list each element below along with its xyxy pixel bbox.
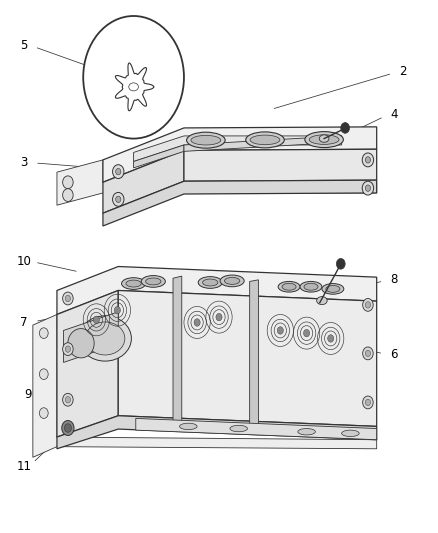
Ellipse shape [121, 278, 145, 289]
Circle shape [83, 16, 184, 139]
Circle shape [365, 399, 371, 406]
Ellipse shape [322, 284, 344, 294]
Text: 9: 9 [25, 388, 32, 401]
Ellipse shape [278, 281, 300, 292]
Ellipse shape [300, 281, 322, 292]
Text: 5: 5 [21, 39, 28, 52]
Polygon shape [136, 418, 377, 440]
Circle shape [362, 181, 374, 195]
Circle shape [93, 316, 99, 324]
Ellipse shape [298, 429, 315, 435]
Circle shape [363, 396, 373, 409]
Ellipse shape [305, 132, 343, 148]
Circle shape [114, 306, 120, 314]
Ellipse shape [202, 279, 218, 286]
Ellipse shape [79, 316, 131, 361]
Ellipse shape [126, 280, 141, 287]
Ellipse shape [145, 278, 161, 285]
Circle shape [65, 346, 71, 352]
Ellipse shape [319, 135, 329, 142]
Ellipse shape [220, 275, 244, 287]
Ellipse shape [85, 322, 125, 355]
Circle shape [365, 157, 371, 163]
Text: 2: 2 [399, 66, 407, 78]
Polygon shape [118, 290, 377, 426]
Polygon shape [250, 280, 258, 431]
Circle shape [64, 424, 71, 432]
Polygon shape [103, 150, 184, 213]
Circle shape [63, 189, 73, 201]
Circle shape [336, 259, 345, 269]
Circle shape [39, 408, 48, 418]
Circle shape [113, 165, 124, 179]
Circle shape [277, 327, 283, 334]
Ellipse shape [246, 132, 284, 148]
Circle shape [304, 329, 310, 337]
Text: 3: 3 [21, 156, 28, 169]
Ellipse shape [282, 284, 296, 290]
Circle shape [362, 153, 374, 167]
Ellipse shape [180, 423, 197, 430]
Ellipse shape [191, 135, 221, 145]
Polygon shape [184, 136, 342, 151]
Circle shape [216, 313, 222, 321]
Ellipse shape [225, 278, 240, 285]
Circle shape [116, 196, 121, 203]
Ellipse shape [317, 296, 327, 305]
Polygon shape [103, 180, 377, 226]
Ellipse shape [68, 328, 94, 358]
Polygon shape [134, 136, 342, 161]
Polygon shape [33, 314, 377, 457]
Circle shape [63, 343, 73, 356]
Text: 4: 4 [390, 108, 398, 121]
Circle shape [365, 185, 371, 191]
Circle shape [363, 298, 373, 311]
Circle shape [65, 295, 71, 302]
Circle shape [39, 328, 48, 338]
Ellipse shape [198, 277, 222, 288]
Circle shape [363, 347, 373, 360]
Polygon shape [173, 276, 182, 431]
Polygon shape [64, 312, 118, 362]
Ellipse shape [187, 132, 225, 148]
Circle shape [63, 393, 73, 406]
Circle shape [63, 292, 73, 305]
Polygon shape [184, 149, 377, 181]
Circle shape [328, 335, 334, 342]
Polygon shape [134, 145, 184, 168]
Ellipse shape [342, 430, 359, 437]
Circle shape [62, 421, 74, 435]
Text: 11: 11 [17, 460, 32, 473]
Polygon shape [57, 160, 377, 205]
Circle shape [113, 192, 124, 206]
Circle shape [65, 397, 71, 403]
Polygon shape [57, 416, 377, 449]
Polygon shape [103, 127, 377, 182]
Circle shape [39, 369, 48, 379]
Ellipse shape [141, 276, 165, 287]
Text: 8: 8 [391, 273, 398, 286]
Text: 10: 10 [17, 255, 32, 268]
Circle shape [365, 302, 371, 308]
Circle shape [194, 319, 200, 326]
Circle shape [116, 168, 121, 175]
Polygon shape [57, 290, 118, 437]
Ellipse shape [309, 135, 339, 144]
Circle shape [341, 123, 350, 133]
Ellipse shape [304, 284, 318, 290]
Ellipse shape [250, 135, 280, 144]
Text: 7: 7 [20, 316, 28, 329]
Circle shape [365, 350, 371, 357]
Text: 6: 6 [390, 348, 398, 361]
Circle shape [63, 176, 73, 189]
Ellipse shape [230, 425, 247, 432]
Polygon shape [57, 266, 377, 314]
Ellipse shape [326, 286, 340, 292]
